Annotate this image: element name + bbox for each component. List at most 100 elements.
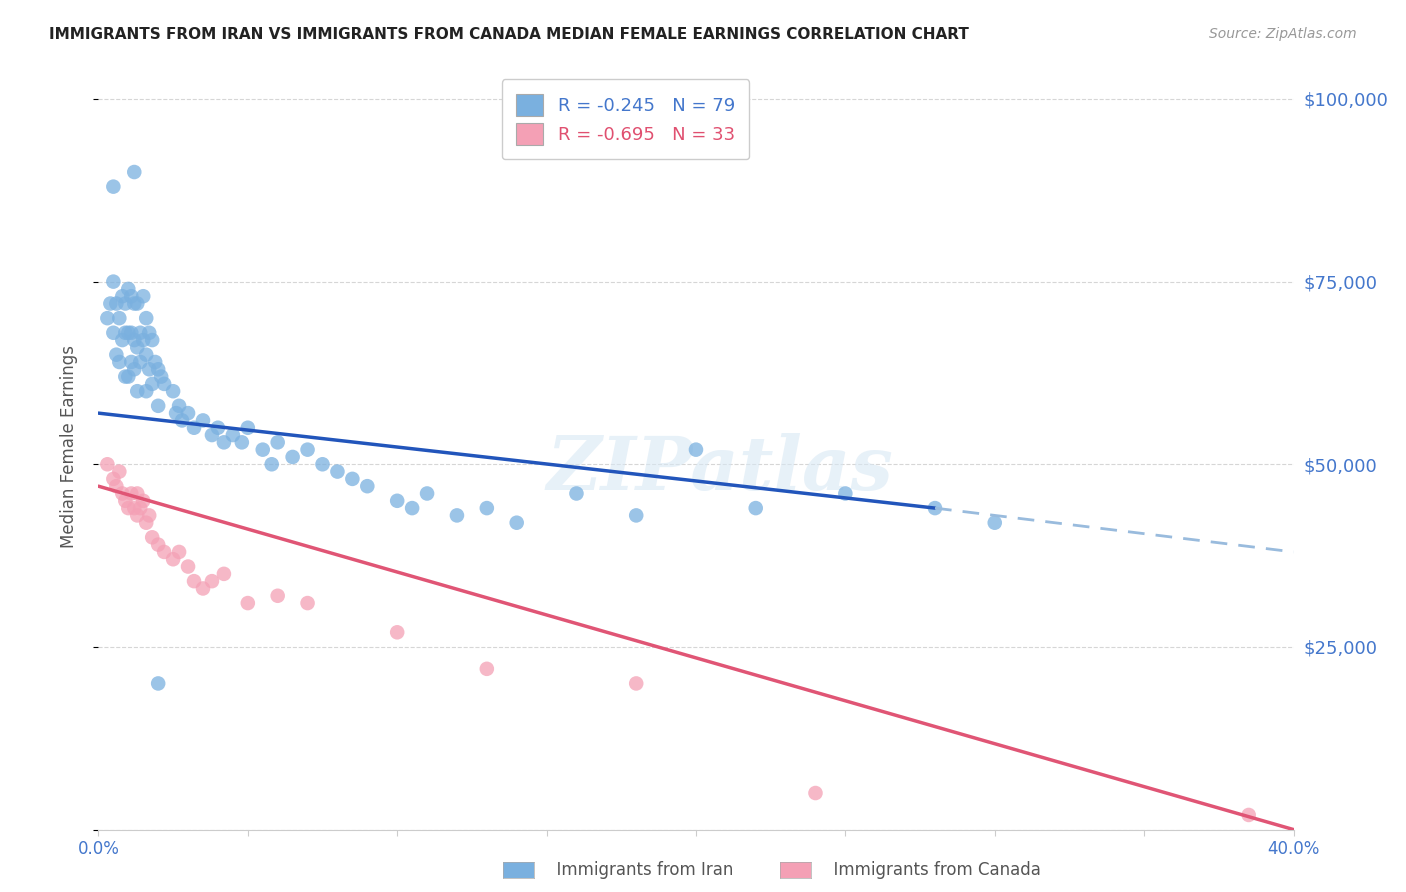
- Point: [150, 369, 173, 384]
- Point: [183, 574, 205, 589]
- Point: [111, 289, 134, 303]
- Point: [153, 376, 176, 391]
- Point: [177, 559, 200, 574]
- Point: [191, 582, 214, 596]
- Point: [129, 501, 152, 516]
- Text: Source: ZipAtlas.com: Source: ZipAtlas.com: [1209, 27, 1357, 41]
- Point: [506, 516, 529, 530]
- Point: [236, 421, 259, 435]
- Text: IMMIGRANTS FROM IRAN VS IMMIGRANTS FROM CANADA MEDIAN FEMALE EARNINGS CORRELATIO: IMMIGRANTS FROM IRAN VS IMMIGRANTS FROM …: [49, 27, 969, 42]
- Point: [167, 545, 190, 559]
- Point: [281, 450, 304, 464]
- Point: [236, 596, 259, 610]
- Point: [626, 676, 648, 690]
- Point: [165, 406, 187, 420]
- Point: [120, 326, 142, 340]
- Point: [105, 479, 128, 493]
- Point: [626, 508, 648, 523]
- Point: [103, 326, 125, 340]
- Point: [167, 399, 190, 413]
- Point: [103, 472, 125, 486]
- Point: [105, 348, 128, 362]
- Point: [297, 596, 319, 610]
- Point: [172, 413, 194, 427]
- Point: [108, 465, 131, 479]
- Point: [120, 486, 142, 500]
- Point: [148, 362, 170, 376]
- Point: [120, 289, 142, 303]
- Point: [177, 406, 200, 420]
- Point: [114, 493, 136, 508]
- Point: [148, 676, 170, 690]
- Point: [135, 384, 157, 399]
- Point: [212, 435, 235, 450]
- Point: [108, 355, 131, 369]
- Point: [385, 493, 409, 508]
- Point: [267, 435, 290, 450]
- Text: Immigrants from Canada: Immigrants from Canada: [823, 861, 1040, 879]
- Point: [685, 442, 707, 457]
- Point: [96, 311, 118, 326]
- Point: [401, 501, 423, 516]
- Point: [804, 786, 827, 800]
- Point: [385, 625, 409, 640]
- Point: [103, 179, 125, 194]
- Point: [267, 589, 290, 603]
- Y-axis label: Median Female Earnings: Median Female Earnings: [59, 344, 77, 548]
- Point: [103, 275, 125, 289]
- Point: [141, 333, 163, 347]
- Point: [129, 355, 152, 369]
- Point: [124, 501, 146, 516]
- Point: [148, 399, 170, 413]
- Point: [201, 428, 224, 442]
- Point: [124, 165, 146, 179]
- Point: [135, 311, 157, 326]
- Point: [984, 516, 1007, 530]
- Point: [127, 384, 149, 399]
- Point: [260, 457, 283, 471]
- Point: [153, 545, 176, 559]
- Point: [117, 282, 139, 296]
- Point: [924, 501, 946, 516]
- Point: [120, 355, 142, 369]
- Point: [446, 508, 468, 523]
- Point: [834, 486, 856, 500]
- Point: [342, 472, 364, 486]
- Point: [475, 662, 498, 676]
- Point: [231, 435, 253, 450]
- Point: [129, 326, 152, 340]
- Point: [127, 486, 149, 500]
- Point: [252, 442, 274, 457]
- Point: [127, 508, 149, 523]
- Point: [135, 348, 157, 362]
- Point: [96, 457, 118, 471]
- Point: [416, 486, 439, 500]
- Point: [111, 333, 134, 347]
- Point: [745, 501, 768, 516]
- Point: [98, 296, 122, 310]
- Point: [311, 457, 333, 471]
- Point: [124, 362, 146, 376]
- Point: [105, 296, 128, 310]
- Point: [132, 289, 155, 303]
- Point: [117, 326, 139, 340]
- Point: [124, 333, 146, 347]
- Point: [124, 296, 146, 310]
- Point: [132, 493, 155, 508]
- Legend: R = -0.245   N = 79, R = -0.695   N = 33: R = -0.245 N = 79, R = -0.695 N = 33: [502, 79, 749, 160]
- Text: Immigrants from Iran: Immigrants from Iran: [546, 861, 733, 879]
- Point: [141, 376, 163, 391]
- Point: [162, 384, 184, 399]
- Point: [135, 516, 157, 530]
- Text: ZIPatlas: ZIPatlas: [547, 433, 893, 505]
- Point: [475, 501, 498, 516]
- Point: [297, 442, 319, 457]
- Point: [183, 421, 205, 435]
- Point: [326, 465, 349, 479]
- Point: [141, 530, 163, 544]
- Point: [114, 369, 136, 384]
- Point: [201, 574, 224, 589]
- Point: [132, 333, 155, 347]
- Point: [138, 326, 160, 340]
- Point: [191, 413, 214, 427]
